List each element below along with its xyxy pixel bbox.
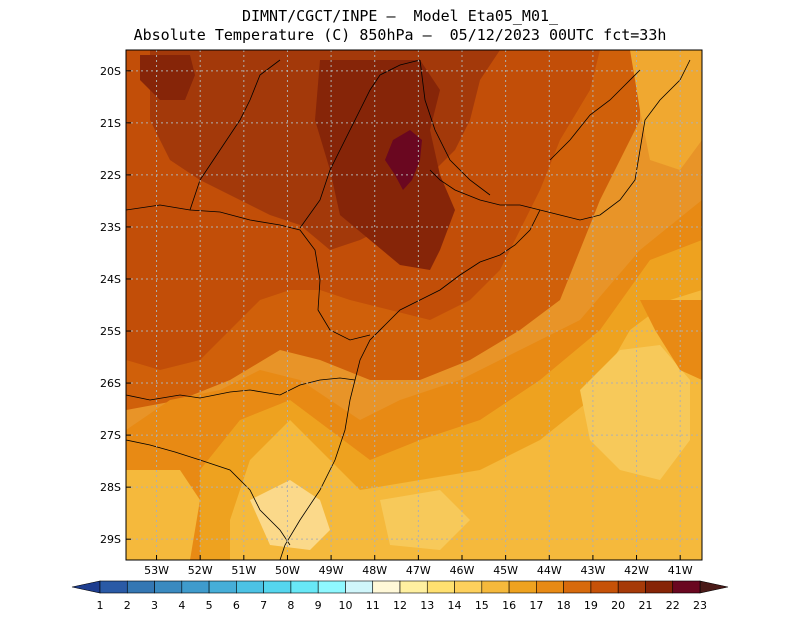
- border-rs-sc: [126, 439, 291, 546]
- colorbar-cells: [71, 580, 729, 594]
- lon-ticks: 53W 52W 51W 50W 49W 48W 47W 46W 45W 44W 43W 42W 41W: [144, 555, 693, 577]
- lon-label: 44W: [537, 564, 562, 577]
- lat-label: 28S: [100, 481, 121, 494]
- colorbar-label: 4: [178, 599, 185, 612]
- colorbar-cell: [345, 580, 374, 594]
- field-18c-e: [640, 300, 702, 380]
- colorbar-cell: [590, 580, 619, 594]
- field-22c: [315, 60, 455, 270]
- title-line-2: Absolute Temperature (C) 850hPa – 05/12/…: [133, 26, 667, 44]
- gridlines: [126, 50, 702, 560]
- colorbar-label: 7: [260, 599, 267, 612]
- colorbar-label: 19: [584, 599, 598, 612]
- colorbar-label: 8: [287, 599, 294, 612]
- field-15c-s: [380, 490, 470, 550]
- lon-label: 50W: [275, 564, 300, 577]
- field-14c: [250, 480, 330, 550]
- colorbar-cell: [99, 580, 128, 594]
- lat-label: 21S: [100, 117, 121, 130]
- lon-label: 46W: [450, 564, 475, 577]
- colorbar-label: 17: [529, 599, 543, 612]
- lat-label: 23S: [100, 221, 121, 234]
- field-22c-nw: [140, 55, 195, 100]
- lon-label: 47W: [406, 564, 431, 577]
- lon-label: 43W: [580, 564, 605, 577]
- lon-label: 42W: [624, 564, 649, 577]
- temperature-field: [126, 50, 702, 560]
- lat-label: 20S: [100, 65, 121, 78]
- lon-label: 49W: [319, 564, 344, 577]
- colorbar-label: 13: [420, 599, 434, 612]
- field-16c: [230, 290, 702, 560]
- colorbar-label: 18: [557, 599, 571, 612]
- lon-label: 45W: [493, 564, 518, 577]
- colorbar-cell: [454, 580, 483, 594]
- colorbar-cell: [481, 580, 510, 594]
- field-17c-ne: [630, 50, 702, 170]
- colorbar-label: 16: [502, 599, 516, 612]
- colorbar-cell: [126, 580, 155, 594]
- lon-label: 41W: [668, 564, 693, 577]
- lat-label: 29S: [100, 533, 121, 546]
- coastline-north: [429, 59, 691, 221]
- field-15c: [580, 345, 690, 480]
- borders: [126, 59, 691, 560]
- colorbar-above-arrow: [699, 580, 729, 594]
- lon-label: 48W: [362, 564, 387, 577]
- colorbar-label: 3: [151, 599, 158, 612]
- lat-ticks: 20S 21S 22S 23S 24S 25S 26S 27S 28S 29S: [100, 65, 131, 546]
- colorbar-cell: [290, 580, 319, 594]
- lat-label: 22S: [100, 169, 121, 182]
- field-16c-sw: [126, 470, 200, 560]
- colorbar-label: 9: [315, 599, 322, 612]
- colorbar-label: 22: [666, 599, 680, 612]
- colorbar-cell: [208, 580, 237, 594]
- colorbar-label: 2: [124, 599, 131, 612]
- colorbar-cell: [536, 580, 564, 594]
- title-line-1: DIMNT/CGCT/INPE – Model Eta05_M01_: [241, 7, 559, 25]
- border-sc-pr: [126, 377, 356, 401]
- colorbar-cell: [563, 580, 592, 594]
- colorbar-cell: [236, 580, 264, 594]
- colorbar-label: 5: [206, 599, 213, 612]
- border-mg-es: [549, 69, 641, 161]
- lat-label: 26S: [100, 377, 121, 390]
- lon-label: 51W: [231, 564, 256, 577]
- colorbar-cell: [372, 580, 401, 594]
- colorbar-labels: 1 2 3 4 5 6 7 8 9 10 11 12 13 14 15 16 17 18 19 20 21 22 23: [97, 599, 708, 612]
- colorbar-cell: [263, 580, 292, 594]
- colorbar-label: 10: [338, 599, 352, 612]
- colorbar-cell: [154, 580, 183, 594]
- border-mg-rj: [419, 59, 491, 196]
- colorbar-label: 1: [97, 599, 104, 612]
- colorbar-label: 11: [366, 599, 380, 612]
- colorbar-cell: [317, 580, 346, 594]
- colorbar-label: 14: [448, 599, 462, 612]
- lon-label: 53W: [144, 564, 169, 577]
- colorbar-label: 15: [475, 599, 489, 612]
- lon-label: 52W: [188, 564, 213, 577]
- colorbar-cell: [426, 580, 455, 594]
- colorbar-cell: [181, 580, 210, 594]
- colorbar-label: 12: [393, 599, 407, 612]
- lat-label: 27S: [100, 429, 121, 442]
- colorbar-label: 21: [638, 599, 652, 612]
- colorbar-cell: [672, 580, 701, 594]
- colorbar-label: 6: [233, 599, 240, 612]
- colorbar-label: 20: [611, 599, 625, 612]
- colorbar-cell: [508, 580, 537, 594]
- colorbar-cell: [399, 580, 428, 594]
- colorbar-cell: [617, 580, 646, 594]
- map-frame: [125, 49, 703, 561]
- colorbar-below-arrow: [71, 580, 101, 594]
- colorbar-cell: [645, 580, 674, 594]
- colorbar-label: 23: [693, 599, 707, 612]
- border-sp-mg: [299, 59, 421, 229]
- coastline-south: [279, 209, 541, 560]
- lat-label: 24S: [100, 273, 121, 286]
- lat-label: 25S: [100, 325, 121, 338]
